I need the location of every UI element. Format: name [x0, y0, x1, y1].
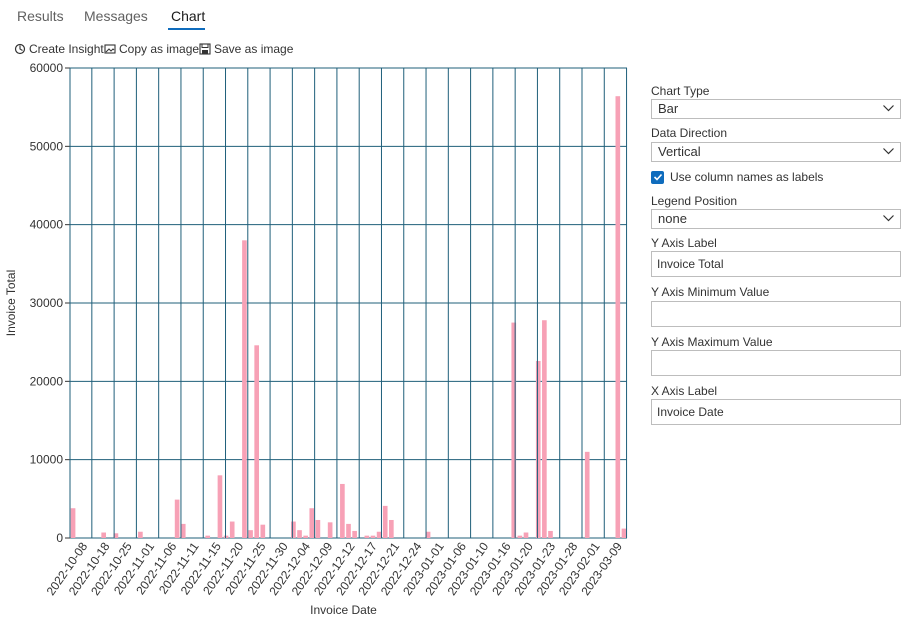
bar: [542, 320, 547, 538]
insight-icon: [14, 43, 26, 55]
y-axis-label-field[interactable]: [651, 251, 901, 277]
bar: [511, 322, 517, 538]
bar: [113, 533, 119, 538]
bar: [517, 535, 523, 538]
bar: [389, 519, 394, 538]
bar: [180, 523, 186, 538]
y-axis-max-label: Y Axis Maximum Value: [651, 335, 773, 349]
y-tick-label: 60000: [30, 61, 64, 75]
bar: [340, 483, 345, 538]
bar: [615, 96, 621, 538]
y-tick-label: 40000: [30, 218, 64, 232]
chevron-down-icon: [883, 105, 894, 112]
create-insight-button[interactable]: Create Insight: [14, 42, 104, 56]
use-column-names-checkbox[interactable]: [651, 170, 664, 184]
data-direction-select[interactable]: Vertical: [651, 142, 901, 162]
y-axis-min-input[interactable]: [657, 303, 893, 325]
bar: [376, 531, 382, 538]
bar: [425, 531, 431, 538]
bar: [548, 530, 553, 538]
bar: [297, 530, 302, 538]
bar: [138, 531, 143, 538]
y-tick-label: 30000: [30, 296, 64, 310]
tab-messages[interactable]: Messages: [84, 8, 148, 24]
chart-type-select[interactable]: Bar: [651, 99, 901, 119]
y-axis-title: Invoice Total: [4, 270, 18, 337]
y-tick-label: 20000: [30, 374, 64, 388]
legend-position-value: none: [658, 211, 687, 226]
y-axis-min-label: Y Axis Minimum Value: [651, 285, 770, 299]
bar: [174, 499, 180, 538]
bar: [248, 530, 253, 538]
x-axis-label-input[interactable]: [657, 401, 893, 423]
data-direction-value: Vertical: [658, 144, 701, 159]
data-direction-label: Data Direction: [651, 126, 728, 140]
bar: [70, 508, 76, 538]
bar: [352, 530, 357, 538]
active-tab-indicator: [168, 28, 205, 30]
y-axis-label-label: Y Axis Label: [651, 236, 717, 250]
tab-results[interactable]: Results: [17, 8, 64, 24]
tab-chart[interactable]: Chart: [171, 8, 206, 24]
x-axis-label-field[interactable]: [651, 399, 901, 425]
checkmark-icon: [653, 173, 662, 181]
image-icon: [104, 44, 116, 54]
bar: [315, 519, 321, 538]
x-axis-title: Invoice Date: [310, 603, 377, 617]
legend-position-label: Legend Position: [651, 194, 738, 208]
use-column-names-label: Use column names as labels: [670, 170, 824, 184]
bar: [364, 535, 370, 538]
chevron-down-icon: [883, 148, 894, 155]
bar: [382, 505, 388, 538]
bar: [621, 528, 627, 538]
x-axis-label-label: X Axis Label: [651, 384, 718, 398]
save-icon: [199, 43, 211, 55]
copy-as-image-label: Copy as image: [119, 42, 200, 56]
chart-type-value: Bar: [658, 101, 679, 116]
bar-chart: 01000020000300004000050000600002022-10-0…: [4, 61, 628, 617]
bar: [101, 532, 106, 538]
bar: [584, 451, 590, 538]
y-axis-min-field[interactable]: [651, 301, 901, 327]
legend-position-select[interactable]: none: [651, 209, 901, 229]
y-axis-max-input[interactable]: [657, 352, 893, 374]
use-column-names-row: Use column names as labels: [651, 170, 823, 184]
y-tick-label: 0: [56, 531, 63, 545]
save-as-image-label: Save as image: [214, 42, 294, 56]
bar: [217, 475, 223, 538]
bar: [291, 521, 296, 538]
save-as-image-button[interactable]: Save as image: [199, 42, 293, 56]
y-tick-label: 50000: [30, 139, 64, 153]
chart-type-label: Chart Type: [651, 84, 710, 98]
y-axis-max-field[interactable]: [651, 350, 901, 376]
bar: [205, 535, 211, 538]
bar: [370, 535, 376, 538]
bar: [242, 240, 247, 539]
bar: [327, 522, 333, 538]
bar: [346, 523, 351, 538]
result-tabs: Results Messages Chart: [0, 0, 300, 34]
bar: [309, 508, 315, 538]
chevron-down-icon: [883, 215, 894, 222]
bar: [254, 345, 260, 538]
y-axis-label-input[interactable]: [657, 253, 893, 275]
bar: [535, 360, 541, 538]
bar: [523, 532, 529, 538]
y-tick-label: 10000: [30, 453, 64, 467]
bar: [229, 521, 235, 538]
bar: [260, 524, 266, 538]
create-insight-label: Create Insight: [29, 42, 104, 56]
bar: [303, 535, 308, 538]
copy-as-image-button[interactable]: Copy as image: [104, 42, 199, 56]
bar: [223, 535, 229, 538]
